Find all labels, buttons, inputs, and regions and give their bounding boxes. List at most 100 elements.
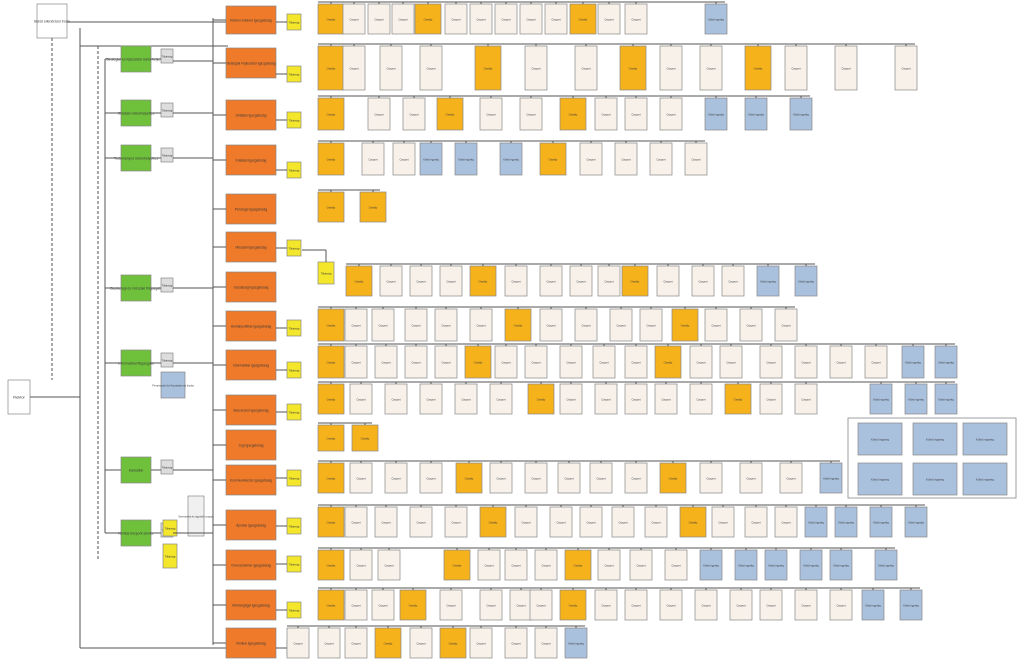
unit-box-67: Csoport — [794, 345, 818, 379]
unit-box-48: Csoport — [539, 308, 563, 342]
unit-box-77: Csoport — [624, 383, 648, 415]
unit-box-129-label: Csoport — [351, 642, 360, 646]
unit-box-0: Csoport — [342, 3, 366, 35]
staff-tag-a-rect — [162, 519, 178, 537]
unit-box-28-label: Csoport — [399, 158, 408, 162]
unit-box-30: Csoport — [614, 142, 638, 176]
unit-box-130-label: Csoport — [416, 642, 425, 646]
unit-box-5: Csoport — [494, 3, 518, 35]
unit-box-42-label: Csoport — [728, 280, 737, 284]
unit-box-6-label: Csoport — [526, 18, 535, 22]
department-box-16-rect — [621, 265, 649, 297]
external-box-1-label: Külső egység — [708, 113, 724, 117]
unit-box-8-label: Csoport — [604, 18, 613, 22]
external-box-22: Külső egység — [799, 549, 823, 581]
staff-tag-a-label: Titkárság — [165, 527, 176, 531]
directorate-box-9: Beszerzési Igazgatóság — [225, 394, 277, 426]
external-box-24: Külső egység — [874, 549, 898, 581]
staff-box-2: Titkárság — [286, 111, 302, 129]
staff-tag-b: Titkárság — [162, 543, 178, 569]
external-box-17: Külső egység — [869, 506, 893, 538]
external-box-6: Külső egység — [499, 142, 523, 176]
directorate-box-8-label: Informatikai Igazgatóság — [233, 364, 269, 368]
department-box-33-rect — [679, 506, 707, 538]
unit-box-39-label: Csoport — [604, 280, 613, 284]
unit-box-120: Csoport — [624, 589, 648, 621]
unit-box-42: Csoport — [721, 265, 745, 297]
unit-box-40-label: Csoport — [663, 280, 672, 284]
department-box-15-label: Osztály — [479, 280, 488, 284]
unit-box-104-label: Csoport — [781, 521, 790, 525]
unit-box-92: Csoport — [779, 462, 803, 494]
unit-box-16: Csoport — [699, 45, 723, 91]
unit-box-19-label: Csoport — [901, 67, 910, 71]
department-box-22-label: Osztály — [664, 361, 673, 365]
staff-box-4-label: Titkárság — [289, 247, 300, 251]
external-box-9-label: Külső egység — [905, 361, 921, 365]
unit-box-108-label: Csoport — [511, 564, 520, 568]
external-box-16: Külső egység — [834, 506, 858, 538]
unit-box-101-label: Csoport — [651, 521, 660, 525]
external-box-12-label: Külső egység — [908, 398, 924, 402]
unit-box-113-label: Csoport — [351, 604, 360, 608]
unit-box-133-label: Csoport — [541, 642, 550, 646]
unit-box-113: Csoport — [344, 589, 368, 621]
unit-box-7: Csoport — [544, 3, 568, 35]
department-box-3-label: Osztály — [327, 67, 336, 71]
directorate-box-6: Gazdasági Igazgatóság — [225, 271, 277, 303]
external-box-11-label: Külső egység — [873, 398, 889, 402]
department-box-28-label: Osztály — [327, 477, 336, 481]
directorate-box-14-label: Minőségügyi Igazgatóság — [232, 604, 270, 608]
unit-box-67-label: Csoport — [801, 361, 810, 365]
unit-box-79: Csoport — [689, 383, 713, 415]
unit-box-2: Csoport — [391, 3, 415, 35]
department-box-38-rect — [399, 589, 427, 621]
small-tag-4: Titkárság — [160, 352, 174, 368]
small-tag-0: Titkárság — [160, 48, 174, 64]
unit-box-127: Csoport — [286, 627, 310, 659]
department-box-29-label: Osztály — [465, 477, 474, 481]
unit-box-52-label: Csoport — [711, 324, 720, 328]
external-box-14: Külső egység — [819, 462, 843, 494]
department-box-20: Osztály — [317, 345, 345, 379]
unit-box-106: Csoport — [377, 549, 401, 581]
unit-box-121-label: Csoport — [666, 604, 675, 608]
unit-box-115: Csoport — [439, 589, 463, 621]
department-box-5: Osztály — [619, 45, 647, 91]
unit-box-87-label: Csoport — [564, 477, 573, 481]
unit-box-2-label: Csoport — [398, 18, 407, 22]
department-box-13: Osztály — [359, 191, 387, 223]
small-tag-4-rect — [160, 352, 174, 368]
unit-box-123: Csoport — [729, 589, 753, 621]
external-box-15-label: Külső egység — [808, 521, 824, 525]
unit-box-72-label: Csoport — [426, 398, 435, 402]
department-box-26-label: Osztály — [327, 437, 336, 441]
staff-box-6: Titkárság — [286, 361, 302, 379]
department-box-40-label: Osztály — [384, 642, 393, 646]
unit-box-122: Csoport — [694, 589, 718, 621]
unit-box-115-label: Csoport — [446, 604, 455, 608]
department-box-7-rect — [317, 97, 345, 131]
unit-box-126: Csoport — [829, 589, 853, 621]
directorate-box-6-rect — [225, 271, 277, 303]
department-box-34-label: Osztály — [327, 564, 336, 568]
unit-box-132: Csoport — [504, 627, 528, 659]
department-box-31-rect — [317, 506, 345, 538]
unit-box-121: Csoport — [659, 589, 683, 621]
unit-box-74-label: Csoport — [496, 398, 505, 402]
department-box-33-label: Osztály — [689, 521, 698, 525]
directorate-box-11-rect — [225, 464, 277, 496]
external-box-8: Külső egység — [794, 265, 818, 297]
external-cluster-box-0-label: Külső egység — [871, 438, 889, 442]
department-box-33: Osztály — [679, 506, 707, 538]
unit-box-43-label: Csoport — [351, 324, 360, 328]
unit-box-36: Csoport — [504, 265, 528, 297]
unit-box-18: Csoport — [834, 45, 858, 91]
external-cluster-box-1: Külső egység — [912, 422, 958, 456]
unit-box-86-label: Csoport — [531, 477, 540, 481]
unit-box-99: Csoport — [579, 506, 603, 538]
staff-box-9: Titkárság — [286, 517, 302, 535]
external-box-16-label: Külső egység — [838, 521, 854, 525]
staff-box-11: Titkárság — [286, 601, 302, 619]
